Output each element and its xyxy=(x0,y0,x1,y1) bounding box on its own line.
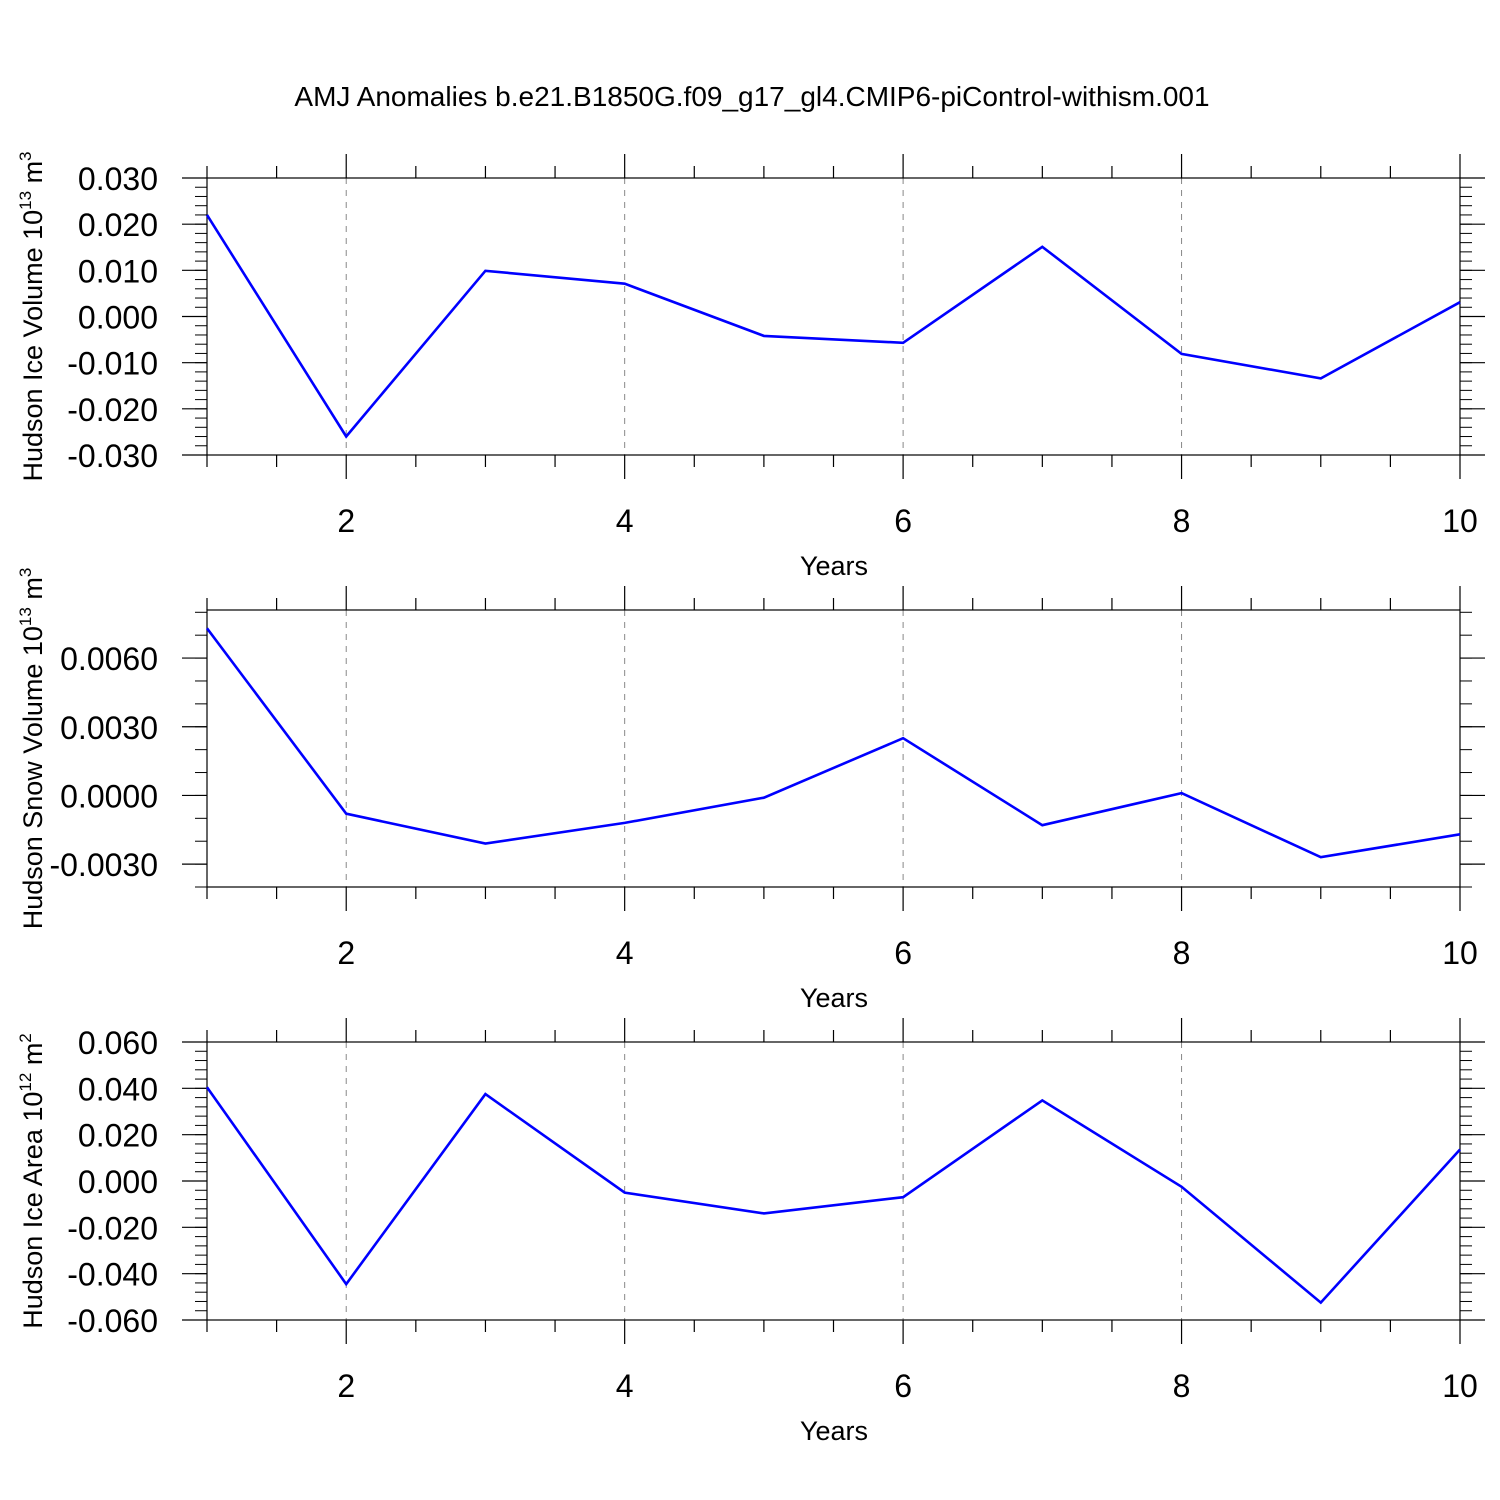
data-point xyxy=(1180,1185,1184,1189)
data-point xyxy=(1319,1301,1323,1305)
x-axis-label: Years xyxy=(800,983,868,1013)
data-point xyxy=(762,796,766,800)
panels: 2 4 6 8 10 -0.030 -0.020 -0.010 0.000 0.010 0.020 0… xyxy=(16,151,1485,1446)
y-tick-label: -0.040 xyxy=(67,1257,158,1293)
data-point xyxy=(205,1085,209,1089)
x-tick-label: 6 xyxy=(894,1368,912,1404)
x-axis-label: Years xyxy=(800,551,868,581)
data-point xyxy=(205,626,209,630)
y-tick-label: 0.000 xyxy=(78,1164,158,1200)
series-line xyxy=(205,627,1461,859)
y-axis-label: Hudson Ice Area 1012 m2 xyxy=(16,1033,48,1329)
data-point xyxy=(1040,1098,1044,1102)
data-point xyxy=(483,842,487,846)
y-tick-label: 0.040 xyxy=(78,1071,158,1107)
x-tick-label: 6 xyxy=(894,935,912,971)
x-tick-label: 2 xyxy=(337,935,355,971)
data-point xyxy=(483,1092,487,1096)
y-tick-label: 0.010 xyxy=(78,253,158,289)
x-tick-label: 2 xyxy=(337,503,355,539)
x-tick-label: 10 xyxy=(1442,935,1478,971)
y-tick-label: -0.020 xyxy=(67,392,158,428)
data-point xyxy=(901,736,905,740)
panel-2: 2 4 6 8 10 -0.0030 0.0000 0.0030 0.0060 Years Huds… xyxy=(16,568,1485,1013)
data-point xyxy=(623,821,627,825)
y-tick-label: 0.020 xyxy=(78,207,158,243)
y-axis-label: Hudson Ice Volume 1013 m3 xyxy=(16,151,48,481)
x-tick-label: 4 xyxy=(616,503,634,539)
data-point xyxy=(623,1191,627,1195)
data-point xyxy=(1458,1147,1462,1151)
y-tick-label: 0.060 xyxy=(78,1025,158,1061)
x-tick-label: 4 xyxy=(616,1368,634,1404)
data-point xyxy=(205,213,209,217)
y-tick-label: 0.0030 xyxy=(60,710,158,746)
data-point xyxy=(901,341,905,345)
x-tick-label: 10 xyxy=(1442,1368,1478,1404)
y-tick-label: -0.0030 xyxy=(49,847,158,883)
y-tick-label: -0.020 xyxy=(67,1210,158,1246)
data-point xyxy=(1180,352,1184,356)
panel-3: 2 4 6 8 10 -0.060 -0.040 -0.020 0.000 0.020 0.040 0… xyxy=(16,1018,1485,1446)
x-tick-label: 8 xyxy=(1173,935,1191,971)
y-tick-label: -0.030 xyxy=(67,438,158,474)
data-point xyxy=(1458,300,1462,304)
series-line xyxy=(205,1086,1461,1305)
data-point xyxy=(1180,791,1184,795)
series-line xyxy=(205,214,1461,439)
y-tick-label: -0.010 xyxy=(67,346,158,382)
y-tick-label: 0.0000 xyxy=(60,778,158,814)
data-point xyxy=(762,1211,766,1215)
y-tick-label: 0.000 xyxy=(78,300,158,336)
data-point xyxy=(1040,245,1044,249)
plot-frame xyxy=(206,1041,1461,1321)
data-point xyxy=(1319,376,1323,380)
x-axis-label: Years xyxy=(800,1416,868,1446)
data-point xyxy=(344,812,348,816)
data-point xyxy=(1319,855,1323,859)
chart-title: AMJ Anomalies b.e21.B1850G.f09_g17_gl4.C… xyxy=(294,81,1209,112)
data-point xyxy=(1040,823,1044,827)
y-tick-label: 0.020 xyxy=(78,1118,158,1154)
data-point xyxy=(901,1195,905,1199)
plot-frame xyxy=(206,177,1461,456)
data-point xyxy=(1458,832,1462,836)
x-tick-label: 10 xyxy=(1442,503,1478,539)
data-point xyxy=(483,269,487,273)
panel-1: 2 4 6 8 10 -0.030 -0.020 -0.010 0.000 0.010 0.020 0… xyxy=(16,151,1485,581)
x-tick-label: 4 xyxy=(616,935,634,971)
x-tick-label: 2 xyxy=(337,1368,355,1404)
y-axis-label: Hudson Snow Volume 1013 m3 xyxy=(16,568,48,930)
x-tick-label: 8 xyxy=(1173,503,1191,539)
y-tick-label: 0.030 xyxy=(78,161,158,197)
x-tick-label: 8 xyxy=(1173,1368,1191,1404)
plot-frame xyxy=(206,609,1461,888)
data-point xyxy=(344,435,348,439)
y-tick-label: 0.0060 xyxy=(60,641,158,677)
x-tick-label: 6 xyxy=(894,503,912,539)
data-point xyxy=(344,1282,348,1286)
data-point xyxy=(762,334,766,338)
y-tick-label: -0.060 xyxy=(67,1303,158,1339)
data-point xyxy=(623,282,627,286)
